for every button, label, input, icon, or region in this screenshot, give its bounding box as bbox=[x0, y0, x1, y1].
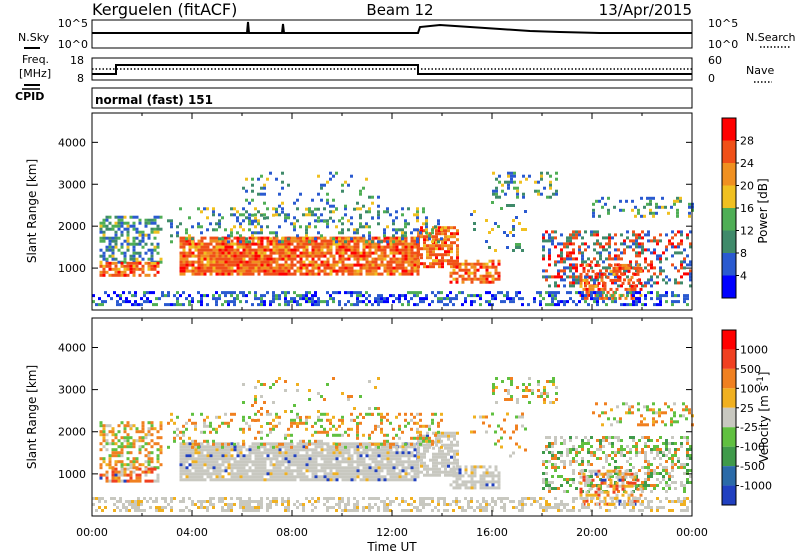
velocity-ylabel: Slant Range [km] bbox=[25, 365, 39, 469]
beam-label: Beam 12 bbox=[366, 1, 433, 19]
colorbar-tick-label: 20 bbox=[740, 180, 754, 193]
nave-label: Nave bbox=[746, 64, 774, 77]
colorbar-tick-label: 1000 bbox=[740, 343, 768, 356]
noise-sky-label: N.Sky bbox=[18, 31, 50, 44]
x-tick-label: 08:00 bbox=[276, 526, 308, 539]
nave-right-tick-top: 60 bbox=[708, 54, 722, 67]
colorbar-swatch bbox=[722, 276, 736, 299]
freq-panel-frame bbox=[92, 58, 692, 80]
y-tick-label: 4000 bbox=[58, 136, 86, 149]
colorbar-tick-label: -25 bbox=[740, 421, 758, 434]
freq-left-tick-top: 18 bbox=[70, 54, 84, 67]
power-data-layer bbox=[92, 172, 694, 306]
colorbar-tick-label: 24 bbox=[740, 157, 754, 170]
noise-sky-trace bbox=[92, 22, 692, 33]
colorbar-tick-label: 12 bbox=[740, 225, 754, 238]
colorbar-tick-label: 25 bbox=[740, 402, 754, 415]
velocity-data-layer bbox=[92, 377, 694, 512]
noise-left-tick-top: 10^5 bbox=[58, 17, 88, 30]
date-label: 13/Apr/2015 bbox=[599, 1, 692, 19]
nave-right-tick-bottom: 0 bbox=[708, 72, 715, 85]
colorbar-tick-label: -1000 bbox=[740, 480, 772, 493]
y-tick-label: 3000 bbox=[58, 384, 86, 397]
colorbar-swatch bbox=[722, 118, 736, 141]
y-tick-label: 1000 bbox=[58, 262, 86, 275]
velocity-colorbar-label-main: Velocity [m s bbox=[757, 385, 771, 462]
y-tick-label: 1000 bbox=[58, 468, 86, 481]
x-tick-label: 16:00 bbox=[476, 526, 508, 539]
colorbar-swatch bbox=[722, 466, 736, 485]
colorbar-swatch bbox=[722, 369, 736, 388]
cpid-mode-label: normal (fast) 151 bbox=[95, 93, 213, 107]
noise-search-label: N.Search bbox=[746, 31, 796, 44]
colorbar-swatch bbox=[722, 447, 736, 466]
colorbar-swatch bbox=[722, 231, 736, 254]
colorbar-swatch bbox=[722, 208, 736, 231]
colorbar-swatch bbox=[722, 141, 736, 164]
cpid-label: CPID bbox=[15, 90, 44, 103]
x-tick-label: 20:00 bbox=[576, 526, 608, 539]
colorbar-swatch bbox=[722, 408, 736, 427]
colorbar-swatch bbox=[722, 330, 736, 349]
power-ylabel: Slant Range [km] bbox=[25, 159, 39, 263]
velocity-colorbar-label: Velocity [m s-1] bbox=[756, 372, 771, 463]
freq-label-line1: Freq. bbox=[22, 53, 49, 66]
station-title: Kerguelen (fitACF) bbox=[92, 0, 237, 19]
colorbar-swatch bbox=[722, 427, 736, 446]
velocity-colorbar-label-sup: -1 bbox=[756, 376, 766, 385]
y-tick-label: 2000 bbox=[58, 426, 86, 439]
time-axis: 00:00 04:00 08:00 12:00 16:00 20:00 00:00 bbox=[76, 526, 708, 539]
colorbar-tick-label: 4 bbox=[740, 270, 747, 283]
y-tick-label: 2000 bbox=[58, 220, 86, 233]
noise-right-tick-bottom: 10^0 bbox=[708, 38, 738, 51]
noise-right-tick-top: 10^5 bbox=[708, 17, 738, 30]
colorbar-tick-label: 16 bbox=[740, 202, 754, 215]
power-colorbar: 28 24 20 16 12 8 4 bbox=[722, 118, 754, 298]
x-tick-label: 12:00 bbox=[376, 526, 408, 539]
freq-label-line2: [MHz] bbox=[19, 67, 51, 80]
velocity-colorbar-label-close: ] bbox=[757, 372, 771, 377]
colorbar-swatch bbox=[722, 163, 736, 186]
freq-trace bbox=[92, 65, 692, 74]
colorbar-swatch bbox=[722, 349, 736, 368]
x-tick-label: 04:00 bbox=[176, 526, 208, 539]
colorbar-swatch bbox=[722, 253, 736, 276]
colorbar-tick-label: 28 bbox=[740, 135, 754, 148]
power-colorbar-label: Power [dB] bbox=[756, 178, 770, 243]
x-tick-label: 00:00 bbox=[76, 526, 108, 539]
power-panel: 1000 2000 3000 4000 Slant Range [km] 28 24 20… bbox=[25, 113, 770, 310]
colorbar-swatch bbox=[722, 486, 736, 505]
freq-left-tick-bottom: 8 bbox=[77, 72, 84, 85]
x-tick-label: 00:00 bbox=[676, 526, 708, 539]
x-axis-title: Time UT bbox=[366, 540, 417, 554]
colorbar-swatch bbox=[722, 186, 736, 209]
colorbar-tick-label: 8 bbox=[740, 247, 747, 260]
colorbar-swatch bbox=[722, 388, 736, 407]
y-tick-label: 4000 bbox=[58, 341, 86, 354]
noise-left-tick-bottom: 10^0 bbox=[58, 38, 88, 51]
y-tick-label: 3000 bbox=[58, 178, 86, 191]
